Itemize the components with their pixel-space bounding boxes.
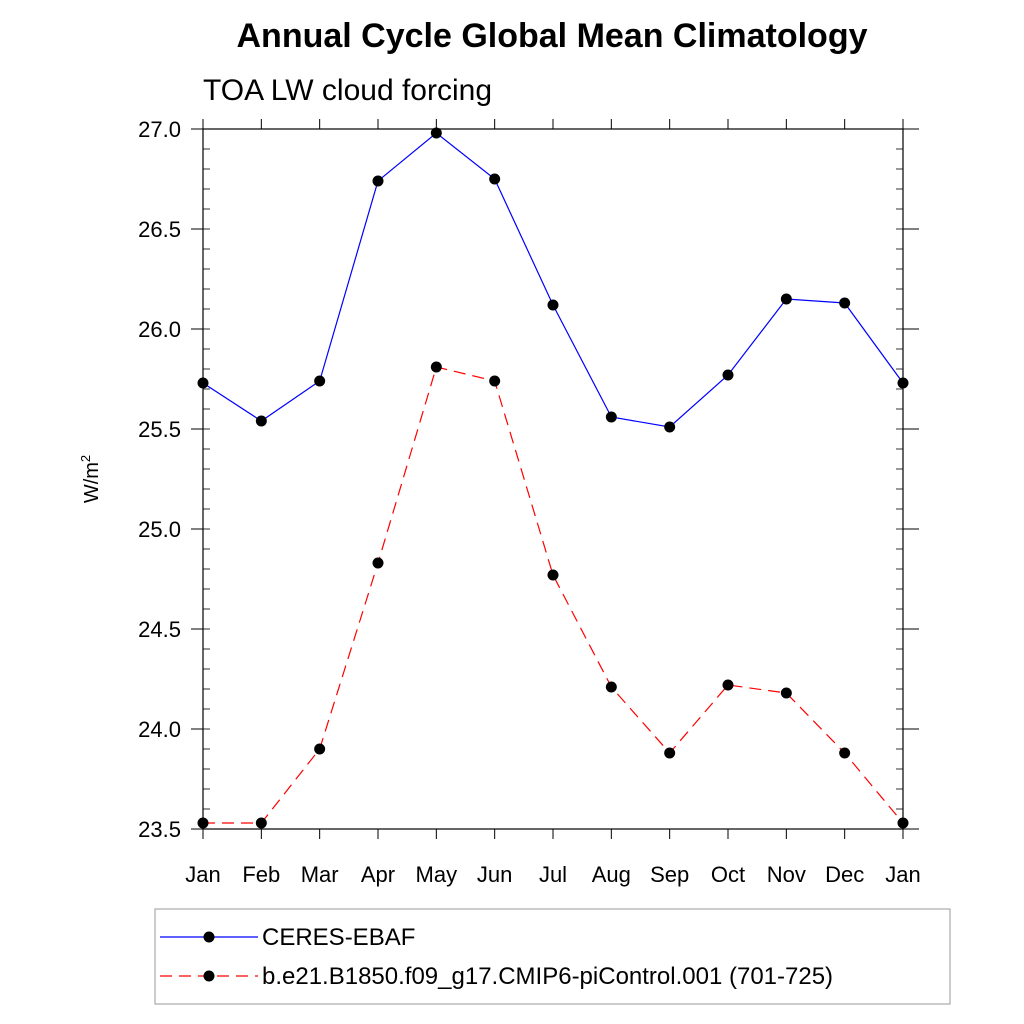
legend-marker [203, 970, 215, 982]
data-point [547, 569, 559, 581]
data-point [314, 375, 326, 387]
x-tick-label: Jul [539, 862, 567, 887]
data-point [197, 377, 209, 389]
y-axis-label: W/m2 [78, 455, 103, 503]
data-point [839, 297, 851, 309]
x-tick-label: Feb [242, 862, 280, 887]
data-point [372, 557, 384, 569]
x-tick-label: Mar [301, 862, 339, 887]
chart-title: Annual Cycle Global Mean Climatology [237, 17, 868, 55]
x-tick-label: May [416, 862, 458, 887]
plot-frame [202, 128, 904, 830]
data-point [664, 747, 676, 759]
data-point [372, 175, 384, 187]
series-line [202, 132, 904, 428]
axes: Jan Feb Mar Apr May Jun Jul Aug Sep Oct Nov Dec Jan2… [78, 117, 921, 887]
legend-label: b.e21.B1850.f09_g17.CMIP6-piControl.001 … [262, 963, 833, 990]
data-point [780, 687, 792, 699]
x-tick-label: Apr [361, 862, 395, 887]
x-tick-label: Jan [185, 862, 220, 887]
data-point [722, 679, 734, 691]
data-point [314, 743, 326, 755]
series-line [203, 366, 904, 824]
data-point [430, 127, 442, 139]
x-tick-label: Sep [650, 862, 689, 887]
series-1 [197, 127, 909, 433]
x-tick-label: Jan [885, 862, 920, 887]
y-tick-label: 26.5 [138, 217, 181, 242]
legend-marker [203, 931, 215, 943]
x-tick-label: Dec [825, 862, 864, 887]
y-tick-label: 26.0 [138, 317, 181, 342]
data-point [255, 415, 267, 427]
legend-label: CERES-EBAF [262, 924, 415, 951]
x-tick-label: Nov [767, 862, 806, 887]
data-point [605, 681, 617, 693]
data-point [430, 361, 442, 373]
y-tick-label: 25.5 [138, 417, 181, 442]
data-point [489, 375, 501, 387]
series-2 [197, 361, 909, 829]
y-tick-label: 24.0 [138, 717, 181, 742]
data-point [722, 369, 734, 381]
data-point [897, 377, 909, 389]
data-point [839, 747, 851, 759]
y-tick-label: 24.5 [138, 617, 181, 642]
x-tick-label: Aug [592, 862, 631, 887]
series-layer [197, 127, 909, 829]
legend-box [154, 908, 951, 1005]
y-tick-label: 25.0 [138, 517, 181, 542]
chart-subtitle: TOA LW cloud forcing [203, 74, 492, 107]
data-point [664, 421, 676, 433]
data-point [547, 299, 559, 311]
y-tick-label: 23.5 [138, 817, 181, 842]
data-point [897, 817, 909, 829]
data-point [197, 817, 209, 829]
data-point [605, 411, 617, 423]
data-point [489, 173, 501, 185]
data-point [255, 817, 267, 829]
legend: CERES-EBAF b.e21.B1850.f09_g17.CMIP6-piCo… [154, 908, 951, 1005]
x-tick-label: Oct [711, 862, 745, 887]
y-tick-label: 27.0 [138, 117, 181, 142]
data-point [780, 293, 792, 305]
x-tick-label: Jun [477, 862, 512, 887]
